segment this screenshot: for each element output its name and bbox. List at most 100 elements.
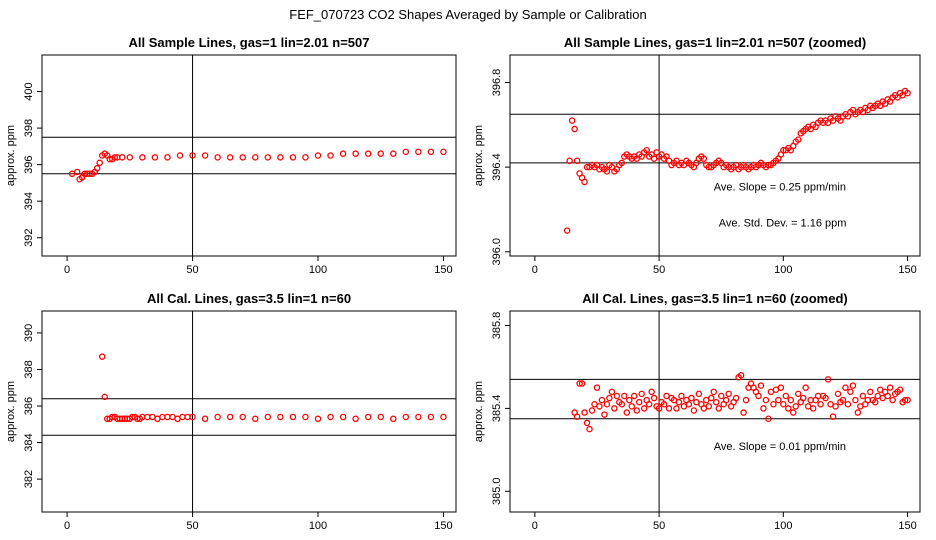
annotation-text: Ave. Slope = 0.01 ppm/min — [714, 441, 846, 453]
data-point — [214, 154, 221, 161]
data-point — [794, 390, 802, 398]
data-point — [402, 413, 410, 421]
data-point — [302, 413, 309, 421]
data-point — [214, 413, 221, 421]
data-point — [111, 154, 119, 161]
data-point — [586, 425, 593, 433]
data-point — [722, 396, 730, 404]
data-point — [886, 384, 894, 391]
data-point — [643, 146, 650, 154]
data-point — [415, 148, 422, 156]
y-tick-label: 385.8 — [491, 312, 503, 340]
data-point — [98, 353, 106, 360]
data-point — [712, 398, 720, 406]
data-point — [189, 152, 196, 159]
data-point — [139, 154, 146, 161]
data-point — [700, 155, 708, 162]
data-point — [73, 168, 81, 176]
data-point — [695, 390, 703, 398]
data-point — [390, 415, 397, 423]
data-point — [648, 388, 655, 396]
y-axis-label: approx. ppm — [5, 381, 17, 442]
data-point — [847, 388, 854, 396]
data-point — [742, 396, 750, 404]
data-point — [390, 150, 397, 157]
data-point — [842, 384, 849, 391]
data-point — [760, 405, 767, 412]
data-point — [96, 159, 103, 167]
data-point — [660, 400, 668, 408]
x-tick-label: 50 — [186, 264, 198, 276]
data-point — [635, 398, 643, 406]
data-point — [638, 390, 645, 398]
data-point — [737, 371, 745, 379]
data-point — [364, 413, 372, 421]
data-point — [794, 136, 802, 143]
data-point — [598, 396, 606, 404]
data-point — [314, 415, 322, 423]
data-point — [568, 117, 576, 124]
data-point — [581, 409, 588, 416]
data-point — [415, 413, 422, 421]
data-point — [566, 157, 573, 165]
data-point — [427, 413, 435, 421]
plot-frame — [41, 310, 457, 513]
x-tick-label: 50 — [653, 520, 665, 532]
data-point — [176, 152, 184, 159]
data-point — [626, 396, 633, 404]
x-tick-label: 150 — [434, 264, 452, 276]
chart-title: All Sample Lines, gas=1 lin=2.01 n=507 — [129, 35, 370, 50]
data-point — [705, 403, 713, 410]
data-point — [640, 405, 648, 412]
x-tick-label: 100 — [309, 264, 327, 276]
x-tick-label: 100 — [309, 520, 327, 532]
data-point — [606, 394, 613, 402]
data-point — [226, 413, 234, 421]
data-point — [896, 386, 904, 393]
data-point — [427, 148, 435, 156]
data-point — [364, 150, 372, 157]
data-point — [770, 400, 777, 408]
data-point — [777, 384, 785, 391]
data-point — [633, 407, 640, 414]
data-point — [715, 405, 722, 412]
data-point — [859, 392, 867, 400]
x-tick-label: 0 — [64, 264, 70, 276]
data-point — [792, 403, 800, 410]
data-point — [675, 398, 683, 406]
chart-panel-1: All Sample Lines, gas=1 lin=2.01 n=507 0 5… — [5, 35, 457, 276]
panels-container: All Sample Lines, gas=1 lin=2.01 n=507 0 5… — [5, 35, 921, 532]
data-point — [339, 150, 347, 157]
data-point — [645, 400, 653, 408]
data-point — [621, 392, 628, 400]
data-point — [824, 376, 832, 383]
data-point — [576, 380, 583, 387]
x-tick-label: 0 — [532, 520, 538, 532]
data-point — [573, 413, 581, 420]
data-point — [101, 393, 108, 401]
x-tick-label: 50 — [186, 520, 198, 532]
data-point — [630, 392, 638, 400]
data-point — [573, 157, 581, 165]
data-point — [775, 396, 782, 404]
data-point — [239, 154, 246, 161]
data-point — [628, 403, 636, 410]
data-point — [790, 409, 797, 416]
data-point — [601, 411, 608, 418]
y-tick-label: 384 — [23, 433, 35, 451]
y-tick-label: 396.4 — [491, 153, 503, 181]
data-point — [685, 400, 693, 408]
plot-frame — [41, 54, 457, 257]
data-point — [740, 409, 747, 416]
data-point — [352, 415, 359, 423]
y-axis-label: approx. ppm — [473, 125, 485, 186]
data-point — [302, 154, 309, 161]
data-point — [277, 154, 284, 161]
data-point — [765, 415, 772, 423]
x-tick-label: 100 — [774, 520, 792, 532]
data-point — [678, 392, 685, 400]
data-point — [618, 400, 626, 408]
y-tick-label: 385.0 — [491, 478, 503, 506]
data-point — [785, 405, 792, 412]
data-point — [578, 380, 586, 387]
